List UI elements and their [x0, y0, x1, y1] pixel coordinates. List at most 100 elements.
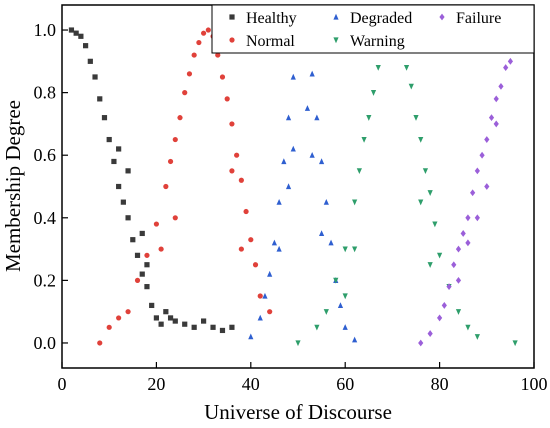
data-point-healthy	[68, 27, 75, 33]
data-point-degraded	[276, 198, 282, 205]
data-point-normal	[238, 246, 244, 252]
data-point-degraded	[323, 198, 329, 205]
data-point-healthy	[210, 324, 216, 330]
data-point-healthy	[139, 230, 145, 237]
data-point-normal	[267, 309, 273, 315]
legend-item-warning: Warning	[333, 33, 405, 50]
data-point-normal	[106, 324, 112, 330]
legend-marker-healthy	[229, 14, 235, 20]
data-point-healthy	[229, 324, 235, 330]
plot-marks	[68, 26, 532, 347]
data-point-normal	[252, 262, 259, 268]
data-point-warning	[455, 309, 462, 315]
axis-ticks: 0 20 40 60 80 100 0.0 0.2 0.4 0.6 0.8 1.0	[34, 20, 548, 394]
data-point-healthy	[92, 74, 98, 80]
data-point-normal	[167, 158, 174, 165]
series-healthy	[68, 27, 235, 334]
data-point-normal	[125, 309, 131, 315]
data-point-failure	[470, 189, 476, 197]
data-point-normal	[201, 30, 207, 36]
data-point-healthy	[87, 58, 93, 64]
data-point-warning	[352, 199, 358, 206]
data-point-healthy	[125, 168, 131, 174]
data-point-warning	[465, 324, 471, 331]
data-point-normal	[182, 90, 188, 96]
data-point-normal	[191, 52, 197, 58]
series-normal	[97, 27, 273, 346]
x-tick-label: 20	[147, 374, 165, 394]
data-point-healthy	[130, 237, 136, 243]
legend-item-degraded: Degraded	[333, 10, 412, 27]
data-point-healthy	[73, 30, 79, 36]
data-point-healthy	[191, 324, 197, 330]
legend-item-healthy: Healthy	[229, 10, 297, 27]
data-point-warning	[323, 309, 329, 315]
data-point-healthy	[116, 146, 122, 152]
data-point-failure	[418, 339, 424, 347]
data-point-failure	[484, 183, 490, 190]
series-degraded	[248, 26, 358, 343]
data-point-healthy	[78, 33, 84, 39]
data-point-normal	[205, 27, 211, 33]
data-point-normal	[177, 115, 183, 121]
data-point-normal	[215, 52, 221, 58]
y-tick-label: 0.0	[34, 333, 57, 353]
data-point-degraded	[342, 324, 348, 330]
data-point-degraded	[271, 239, 277, 246]
legend-marker-failure	[439, 13, 445, 21]
data-point-warning	[408, 83, 414, 90]
data-point-degraded	[304, 105, 311, 111]
legend-item-failure: Failure	[439, 10, 501, 27]
data-point-warning	[342, 293, 348, 300]
data-point-failure	[441, 302, 447, 309]
data-point-degraded	[285, 183, 292, 190]
data-point-healthy	[167, 315, 174, 321]
y-tick-label: 0.4	[34, 208, 57, 228]
data-point-failure	[484, 136, 490, 143]
data-point-warning	[366, 115, 372, 121]
data-point-degraded	[337, 302, 344, 309]
data-point-warning	[418, 199, 424, 206]
data-point-degraded	[281, 158, 287, 165]
data-point-degraded	[248, 333, 254, 340]
data-point-healthy	[97, 96, 103, 102]
data-point-degraded	[328, 239, 334, 246]
data-point-failure	[488, 114, 495, 122]
series-failure	[418, 26, 532, 347]
data-point-degraded	[262, 292, 268, 299]
data-point-healthy	[116, 183, 122, 190]
data-point-healthy	[111, 158, 117, 165]
data-point-normal	[116, 315, 122, 321]
legend-marker-degraded	[333, 13, 339, 20]
data-point-normal	[172, 136, 178, 143]
legend-box	[211, 4, 535, 54]
data-point-normal	[172, 215, 178, 221]
data-point-healthy	[106, 136, 112, 143]
y-tick-label: 0.8	[34, 83, 57, 103]
data-point-failure	[503, 64, 509, 71]
data-point-warning	[342, 246, 348, 253]
data-point-failure	[465, 239, 471, 247]
data-point-failure	[427, 330, 433, 337]
data-point-healthy	[158, 321, 164, 327]
data-point-failure	[451, 261, 457, 269]
data-point-normal	[238, 177, 244, 183]
data-point-normal	[163, 183, 169, 190]
data-point-normal	[153, 221, 159, 227]
data-point-degraded	[309, 70, 315, 77]
data-point-degraded	[352, 336, 358, 343]
data-point-failure	[498, 82, 504, 90]
data-point-failure	[455, 245, 462, 253]
data-point-warning	[352, 246, 358, 253]
data-point-degraded	[319, 230, 325, 237]
data-point-healthy	[172, 318, 178, 324]
data-point-failure	[474, 214, 480, 222]
legend-label: Warning	[350, 33, 405, 50]
data-point-healthy	[219, 327, 226, 334]
data-point-degraded	[309, 152, 315, 158]
x-tick-label: 60	[336, 374, 354, 394]
data-point-warning	[333, 277, 339, 284]
data-point-failure	[460, 230, 466, 237]
data-point-normal	[243, 208, 249, 215]
data-point-failure	[493, 120, 499, 128]
